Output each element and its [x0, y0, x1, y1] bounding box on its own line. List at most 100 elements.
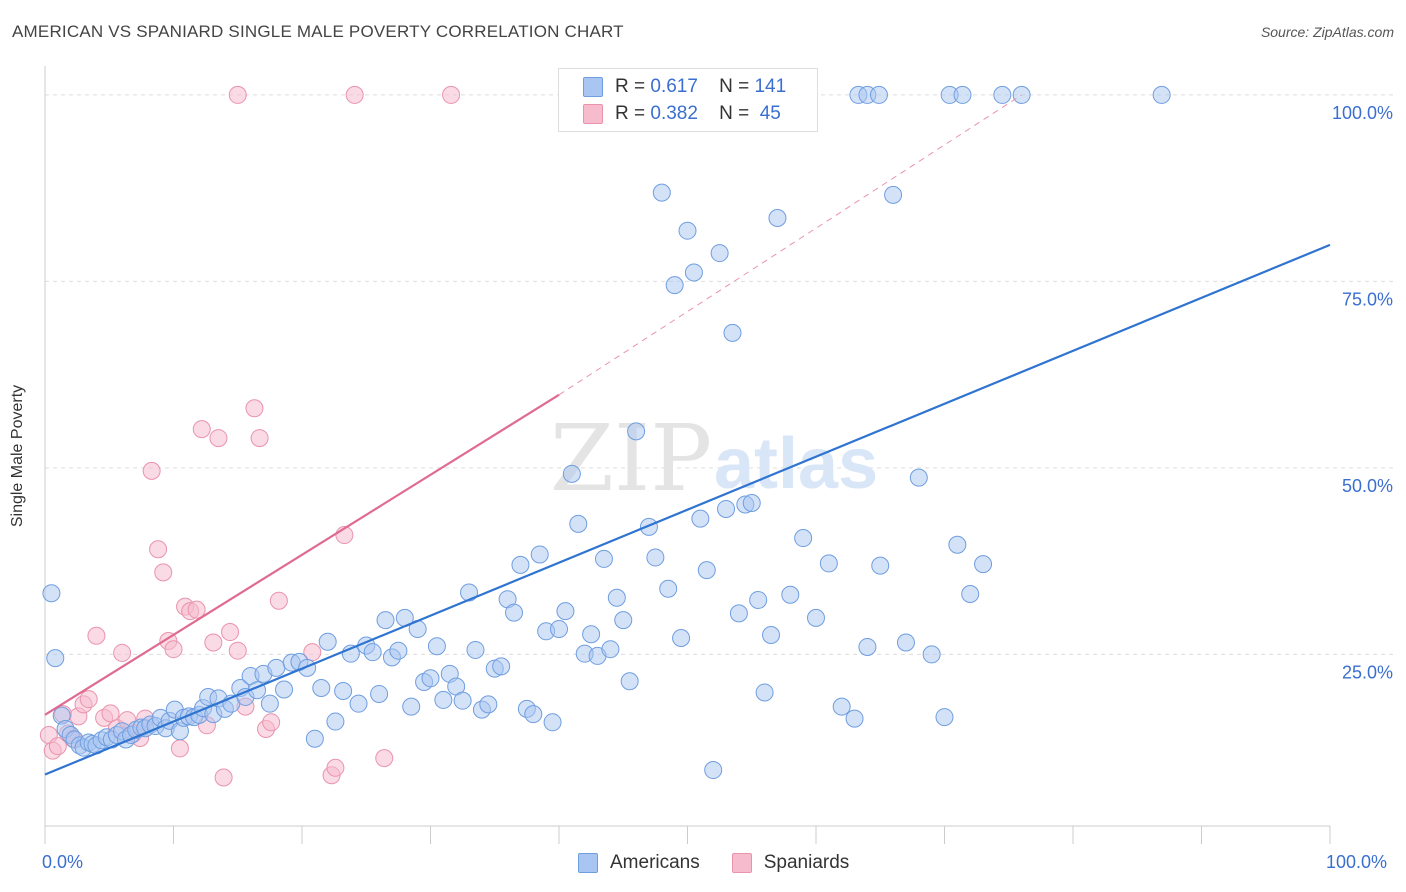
spaniard-point: [192, 420, 211, 439]
spaniard-point: [170, 739, 189, 758]
american-point: [275, 680, 294, 699]
american-point: [697, 561, 716, 580]
american-point: [762, 626, 781, 645]
legend-n-label: N =: [719, 76, 750, 97]
american-point: [479, 695, 498, 714]
american-point: [620, 672, 639, 691]
american-point: [312, 678, 331, 697]
american-point: [556, 602, 575, 621]
american-point: [326, 712, 345, 731]
legend-n-value: 141: [754, 76, 787, 97]
y-tick-labels: 25.0% 50.0% 75.0% 100.0%: [1332, 103, 1393, 682]
american-point: [684, 263, 703, 282]
american-point: [948, 535, 967, 554]
american-point: [646, 548, 665, 567]
american-point: [550, 620, 568, 639]
american-point: [370, 684, 389, 703]
x-tick-min: 0.0%: [42, 852, 84, 872]
american-point: [710, 244, 729, 263]
americans-trendline: [44, 243, 1331, 776]
spaniard-point: [204, 633, 223, 652]
american-point: [453, 691, 472, 710]
spaniards-swatch: [583, 104, 603, 124]
spaniard-point: [48, 737, 67, 756]
american-point: [363, 643, 382, 662]
american-point: [665, 276, 684, 295]
american-point: [594, 549, 613, 568]
american-point: [871, 556, 890, 575]
spaniard-point: [209, 429, 228, 448]
american-point: [614, 611, 633, 630]
spaniard-point: [164, 640, 183, 659]
spaniard-point: [101, 704, 120, 723]
spaniard-point: [149, 540, 168, 559]
american-point: [434, 690, 453, 709]
american-point: [524, 705, 543, 724]
spaniard-point: [87, 626, 106, 645]
american-point: [845, 709, 864, 728]
series-legend: Americans Spaniards: [578, 852, 881, 874]
spaniard-point: [214, 768, 233, 787]
legend-n-value: 45: [759, 103, 781, 124]
american-point: [768, 209, 787, 228]
axes: [44, 66, 1331, 844]
american-point: [505, 603, 524, 622]
american-point: [267, 658, 286, 677]
american-point: [884, 185, 903, 204]
american-point: [896, 633, 915, 652]
spaniard-point: [269, 591, 288, 610]
american-point: [652, 183, 671, 202]
american-point: [755, 683, 774, 702]
american-point: [460, 583, 479, 602]
legend-r-value: 0.617: [650, 76, 698, 97]
spaniard-point: [187, 600, 206, 619]
american-point: [562, 464, 581, 483]
american-point: [794, 529, 813, 548]
american-point: [953, 85, 972, 104]
watermark-zip: ZIP: [550, 405, 712, 512]
y-tick-label: 75.0%: [1342, 289, 1393, 309]
american-point: [639, 517, 658, 536]
american-point: [717, 499, 736, 518]
spaniard-point: [154, 563, 173, 582]
spaniard-point: [326, 758, 345, 777]
spaniard-point: [221, 623, 240, 642]
american-point: [869, 85, 888, 104]
american-point: [819, 554, 838, 573]
american-point: [389, 641, 408, 660]
american-point: [909, 468, 928, 487]
american-point: [858, 637, 877, 656]
spaniard-point: [142, 461, 161, 480]
american-point: [974, 555, 993, 574]
spaniard-point: [245, 399, 264, 418]
y-tick-label: 100.0%: [1332, 103, 1393, 123]
x-tick-max: 100.0%: [1326, 852, 1388, 872]
legend-item-americans: Americans: [578, 852, 700, 874]
spaniard-point: [79, 690, 98, 709]
legend-item-spaniards: Spaniards: [731, 852, 849, 874]
americans-swatch: [583, 77, 603, 97]
american-point: [678, 221, 697, 240]
legend-r-label: R =: [615, 103, 646, 124]
american-point: [832, 697, 851, 716]
y-tick-label: 25.0%: [1342, 662, 1393, 682]
spaniard-point: [442, 85, 461, 104]
american-point: [935, 708, 954, 727]
american-point: [334, 681, 353, 700]
spaniard-point: [228, 641, 247, 660]
american-point: [729, 604, 748, 623]
legend-n-label: N =: [719, 103, 750, 124]
american-point: [421, 669, 440, 688]
american-point: [704, 761, 723, 780]
american-point: [349, 694, 368, 713]
spaniard-point: [250, 429, 269, 448]
legend-row-americans: R = 0.617 N = 141: [583, 75, 786, 99]
american-point: [46, 649, 65, 668]
legend-row-spaniards: R = 0.382 N = 45: [583, 102, 781, 126]
american-point: [543, 713, 562, 732]
american-point: [1152, 85, 1171, 104]
legend-r-value: 0.382: [650, 103, 698, 124]
american-point: [427, 637, 446, 656]
spaniard-point: [262, 713, 281, 732]
